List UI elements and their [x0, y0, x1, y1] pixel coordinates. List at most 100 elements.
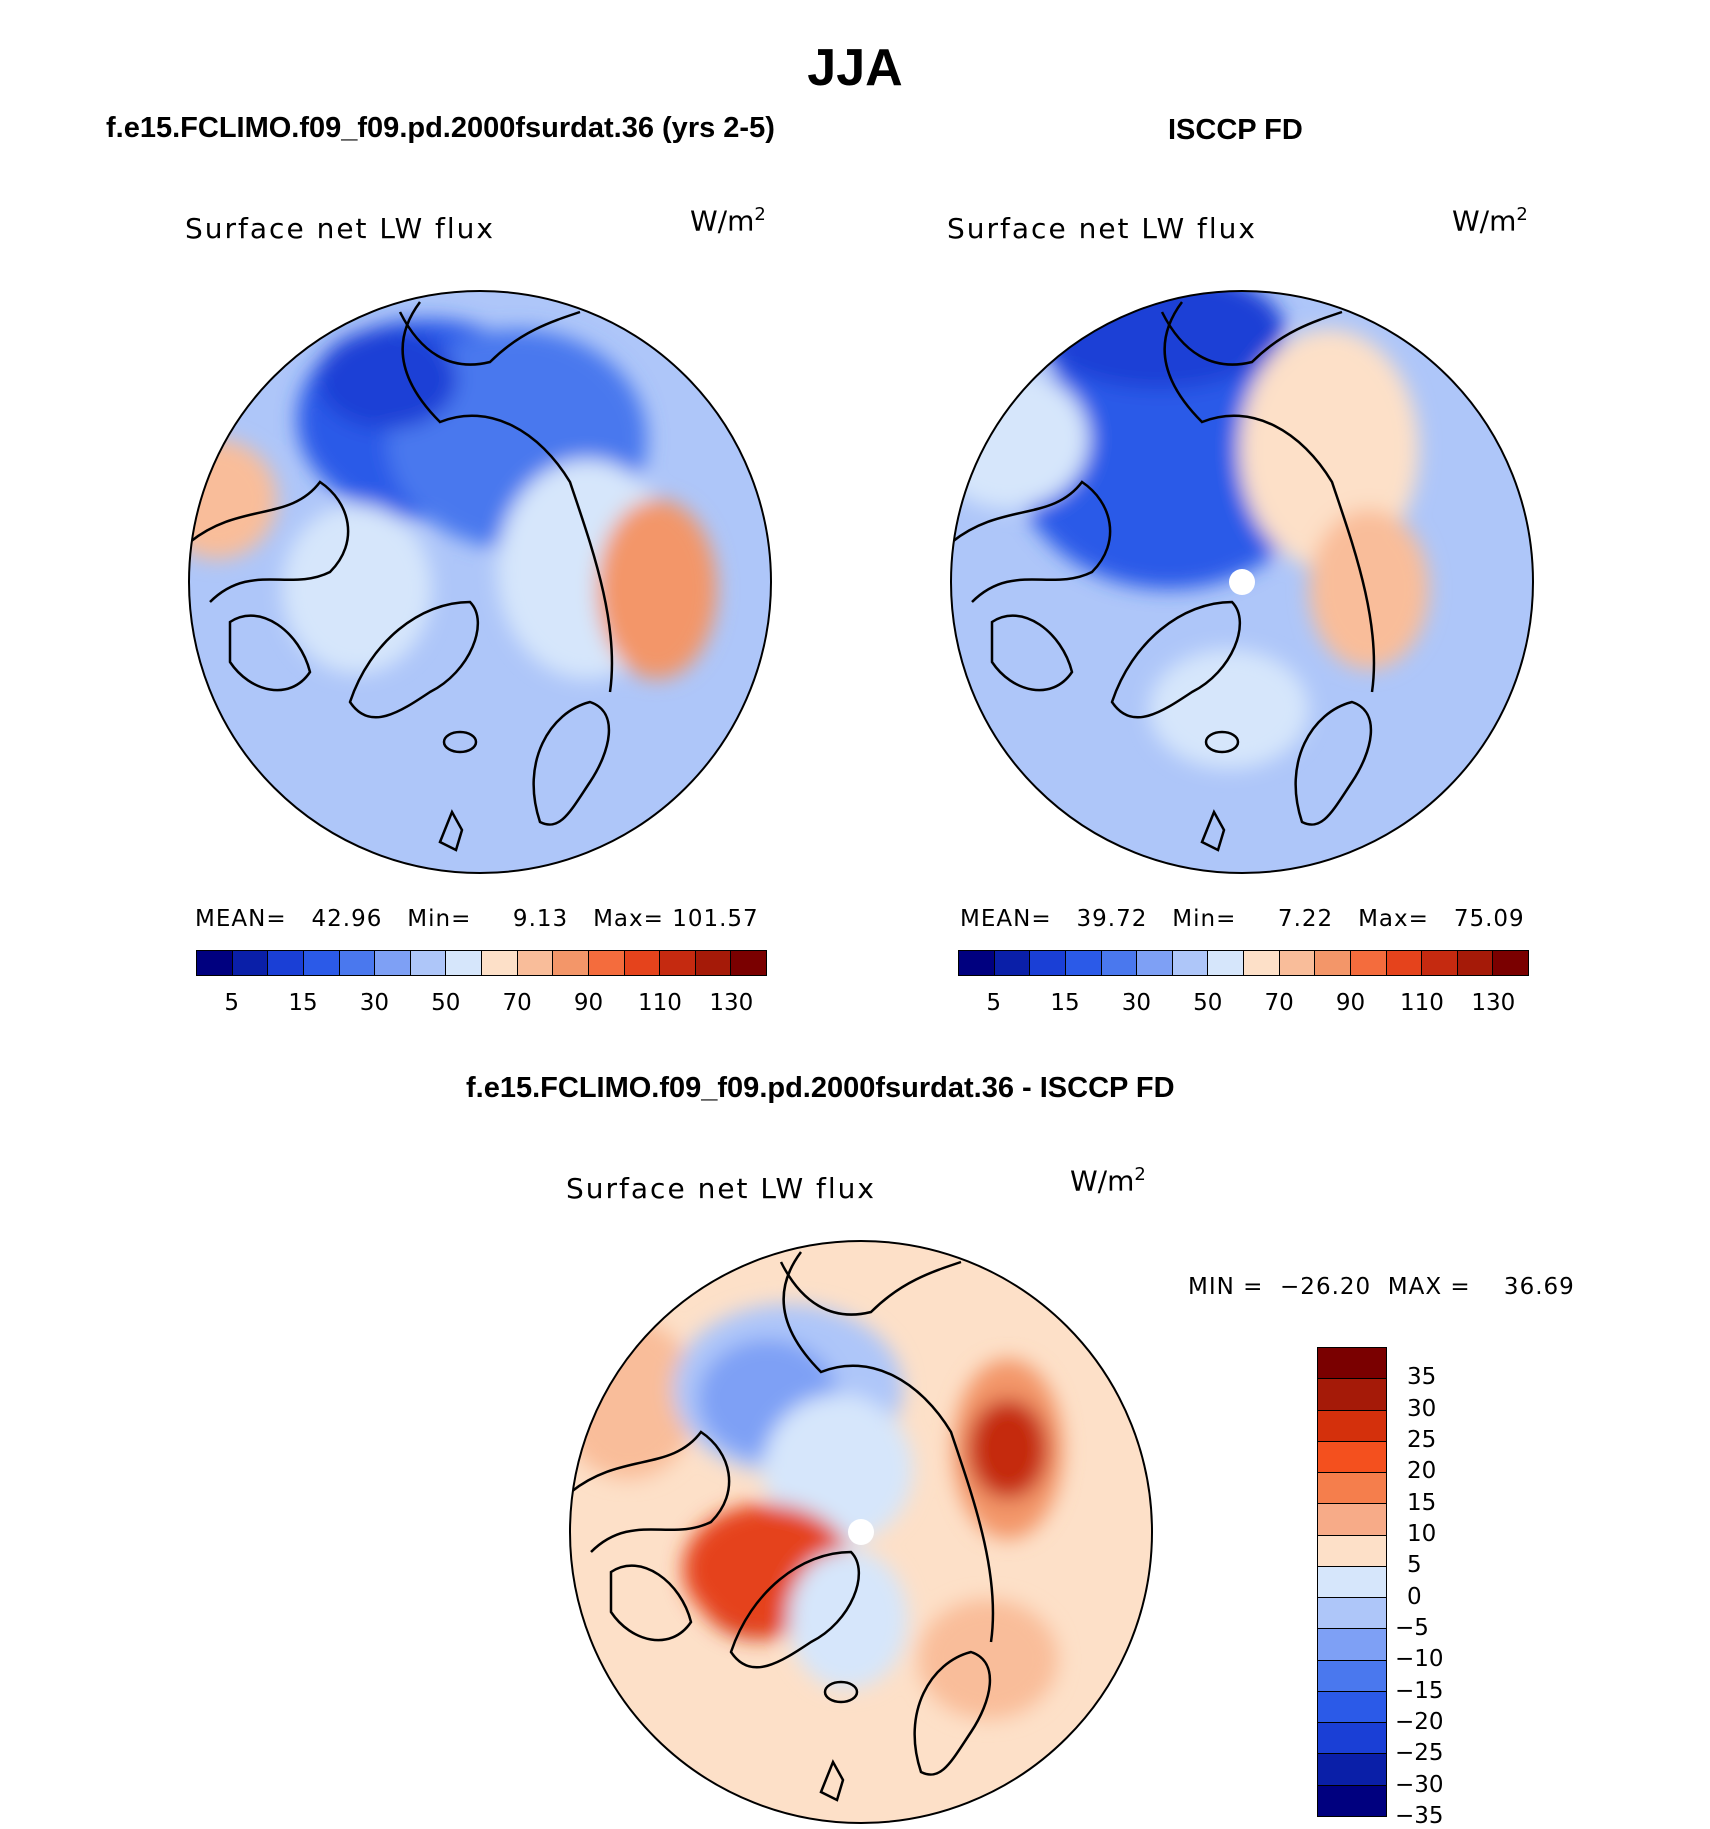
panel-3-colorbar-ticks: 35 30 25 20 15 10 5 0 −5 −10 −15 −20 −25 −30 −35: [1395, 1347, 1485, 1829]
colorbar-swatch: [339, 951, 376, 975]
field-contour-region: [918, 1599, 1058, 1719]
colorbar-tick-label: 35: [1407, 1364, 1437, 1391]
panel-1-colorbar-ticks: 5 15 30 50 70 90 110 130: [196, 990, 767, 1020]
colorbar-swatch: [1318, 1504, 1386, 1536]
colorbar-tick-label: 50: [431, 990, 461, 1016]
colorbar-tick-label: −30: [1395, 1771, 1444, 1798]
colorbar-swatch: [1318, 1566, 1386, 1599]
panel-3-colorbar: [1317, 1347, 1387, 1817]
colorbar-tick-label: 0: [1407, 1583, 1422, 1610]
colorbar-swatch: [375, 951, 411, 975]
hudson-bay-coastline: [990, 614, 1074, 692]
colorbar-swatch: [1318, 1598, 1386, 1630]
colorbar-swatch: [1318, 1723, 1386, 1755]
colorbar-tick-label: 50: [1193, 990, 1223, 1016]
colorbar-tick-label: −20: [1395, 1709, 1444, 1735]
iceland-coastline: [442, 730, 478, 754]
map-border: [950, 290, 1534, 874]
colorbar-swatch: [1318, 1410, 1386, 1442]
colorbar-swatch: [1318, 1441, 1386, 1474]
colorbar-tick-label: −10: [1395, 1646, 1444, 1673]
bering-strait-coastline: [398, 310, 581, 366]
colorbar-tick-label: 15: [1407, 1489, 1437, 1516]
colorbar-swatch: [1172, 951, 1209, 975]
colorbar-swatch: [1457, 951, 1494, 975]
colorbar-tick-label: −35: [1395, 1803, 1444, 1829]
greenland-coastline: [729, 1550, 861, 1669]
pole-hole: [848, 1519, 874, 1545]
colorbar-swatch: [1386, 951, 1423, 975]
colorbar-tick-label: 90: [573, 990, 604, 1016]
colorbar-swatch: [446, 951, 482, 975]
field-contour-region: [788, 1549, 908, 1689]
colorbar-swatch: [1318, 1379, 1386, 1411]
greenland-coastline: [348, 600, 480, 719]
colorbar-tick-label: 110: [637, 990, 682, 1016]
colorbar-tick-label: 15: [288, 990, 318, 1016]
panel-1-variable-label: Surface net LW flux: [185, 212, 495, 245]
panel-2-colorbar-ticks: 5 15 30 50 70 90 110 130: [958, 990, 1529, 1020]
colorbar-tick-label: 70: [1264, 990, 1294, 1016]
colorbar-swatch: [994, 951, 1031, 975]
north-america-coastline: [189, 480, 350, 603]
map-border: [188, 290, 772, 874]
colorbar-swatch: [1244, 951, 1280, 975]
colorbar-tick-label: 30: [1407, 1395, 1437, 1422]
eurasia-coastline: [401, 301, 614, 693]
panel-2-colorbar: [958, 950, 1529, 976]
colorbar-tick-label: 70: [502, 990, 532, 1016]
colorbar-swatch: [1422, 951, 1458, 975]
british-isles-coastline: [819, 1759, 845, 1802]
colorbar-tick-label: −25: [1395, 1740, 1444, 1767]
figure-title: JJA: [807, 39, 903, 97]
bering-strait-coastline: [779, 1260, 962, 1316]
field-contour-region: [317, 329, 457, 429]
colorbar-swatch: [1101, 951, 1138, 975]
colorbar-tick-label: 130: [709, 990, 754, 1016]
colorbar-swatch: [232, 951, 269, 975]
colorbar-swatch: [303, 951, 340, 975]
colorbar-swatch: [1137, 951, 1173, 975]
colorbar-tick-label: 10: [1407, 1521, 1437, 1547]
panel-1-units: W/m2: [690, 204, 766, 238]
colorbar-swatch: [1318, 1535, 1386, 1567]
colorbar-tick-label: 90: [1335, 990, 1366, 1016]
colorbar-swatch: [1318, 1629, 1386, 1661]
colorbar-swatch: [731, 951, 766, 975]
panel-3-stats: MIN = −26.20 MAX = 36.69: [1188, 1274, 1575, 1300]
scandinavia-coastline: [1294, 700, 1373, 826]
field-contour-region: [763, 1394, 913, 1544]
iceland-coastline: [1204, 730, 1240, 754]
field-contour-region: [1309, 509, 1429, 669]
scandinavia-coastline: [913, 1650, 992, 1776]
colorbar-tick-label: 15: [1050, 990, 1080, 1016]
british-isles-coastline: [438, 809, 464, 852]
eurasia-coastline: [1163, 301, 1376, 693]
panel-2-header: ISCCP FD: [1168, 114, 1303, 146]
iceland-coastline: [823, 1680, 859, 1704]
colorbar-swatch: [959, 951, 995, 975]
colorbar-swatch: [1318, 1691, 1386, 1724]
colorbar-swatch: [588, 951, 625, 975]
colorbar-tick-label: 5: [986, 990, 1002, 1016]
colorbar-swatch: [660, 951, 696, 975]
field-contour-region: [968, 1399, 1048, 1499]
field-contour-region: [1149, 649, 1309, 769]
colorbar-swatch: [1350, 951, 1387, 975]
eurasia-coastline: [782, 1251, 995, 1643]
panel-2-stats: MEAN= 39.72 Min= 7.22 Max= 75.09: [960, 906, 1525, 932]
colorbar-swatch: [1279, 951, 1316, 975]
colorbar-swatch: [1493, 951, 1528, 975]
panel-1-stats: MEAN= 42.96 Min= 9.13 Max= 101.57: [195, 906, 759, 932]
field-contour-region: [282, 504, 432, 674]
pole-hole: [1229, 569, 1255, 595]
colorbar-tick-label: 20: [1407, 1458, 1437, 1485]
panel-3-variable-label: Surface net LW flux: [566, 1172, 876, 1205]
hudson-bay-coastline: [609, 1564, 693, 1642]
field-contour-region: [951, 369, 1089, 509]
colorbar-tick-label: 30: [359, 990, 390, 1016]
colorbar-swatch: [1318, 1660, 1386, 1692]
panel-3-units: W/m2: [1070, 1164, 1146, 1198]
greenland-coastline: [1110, 600, 1242, 719]
colorbar-tick-label: −15: [1395, 1677, 1444, 1704]
